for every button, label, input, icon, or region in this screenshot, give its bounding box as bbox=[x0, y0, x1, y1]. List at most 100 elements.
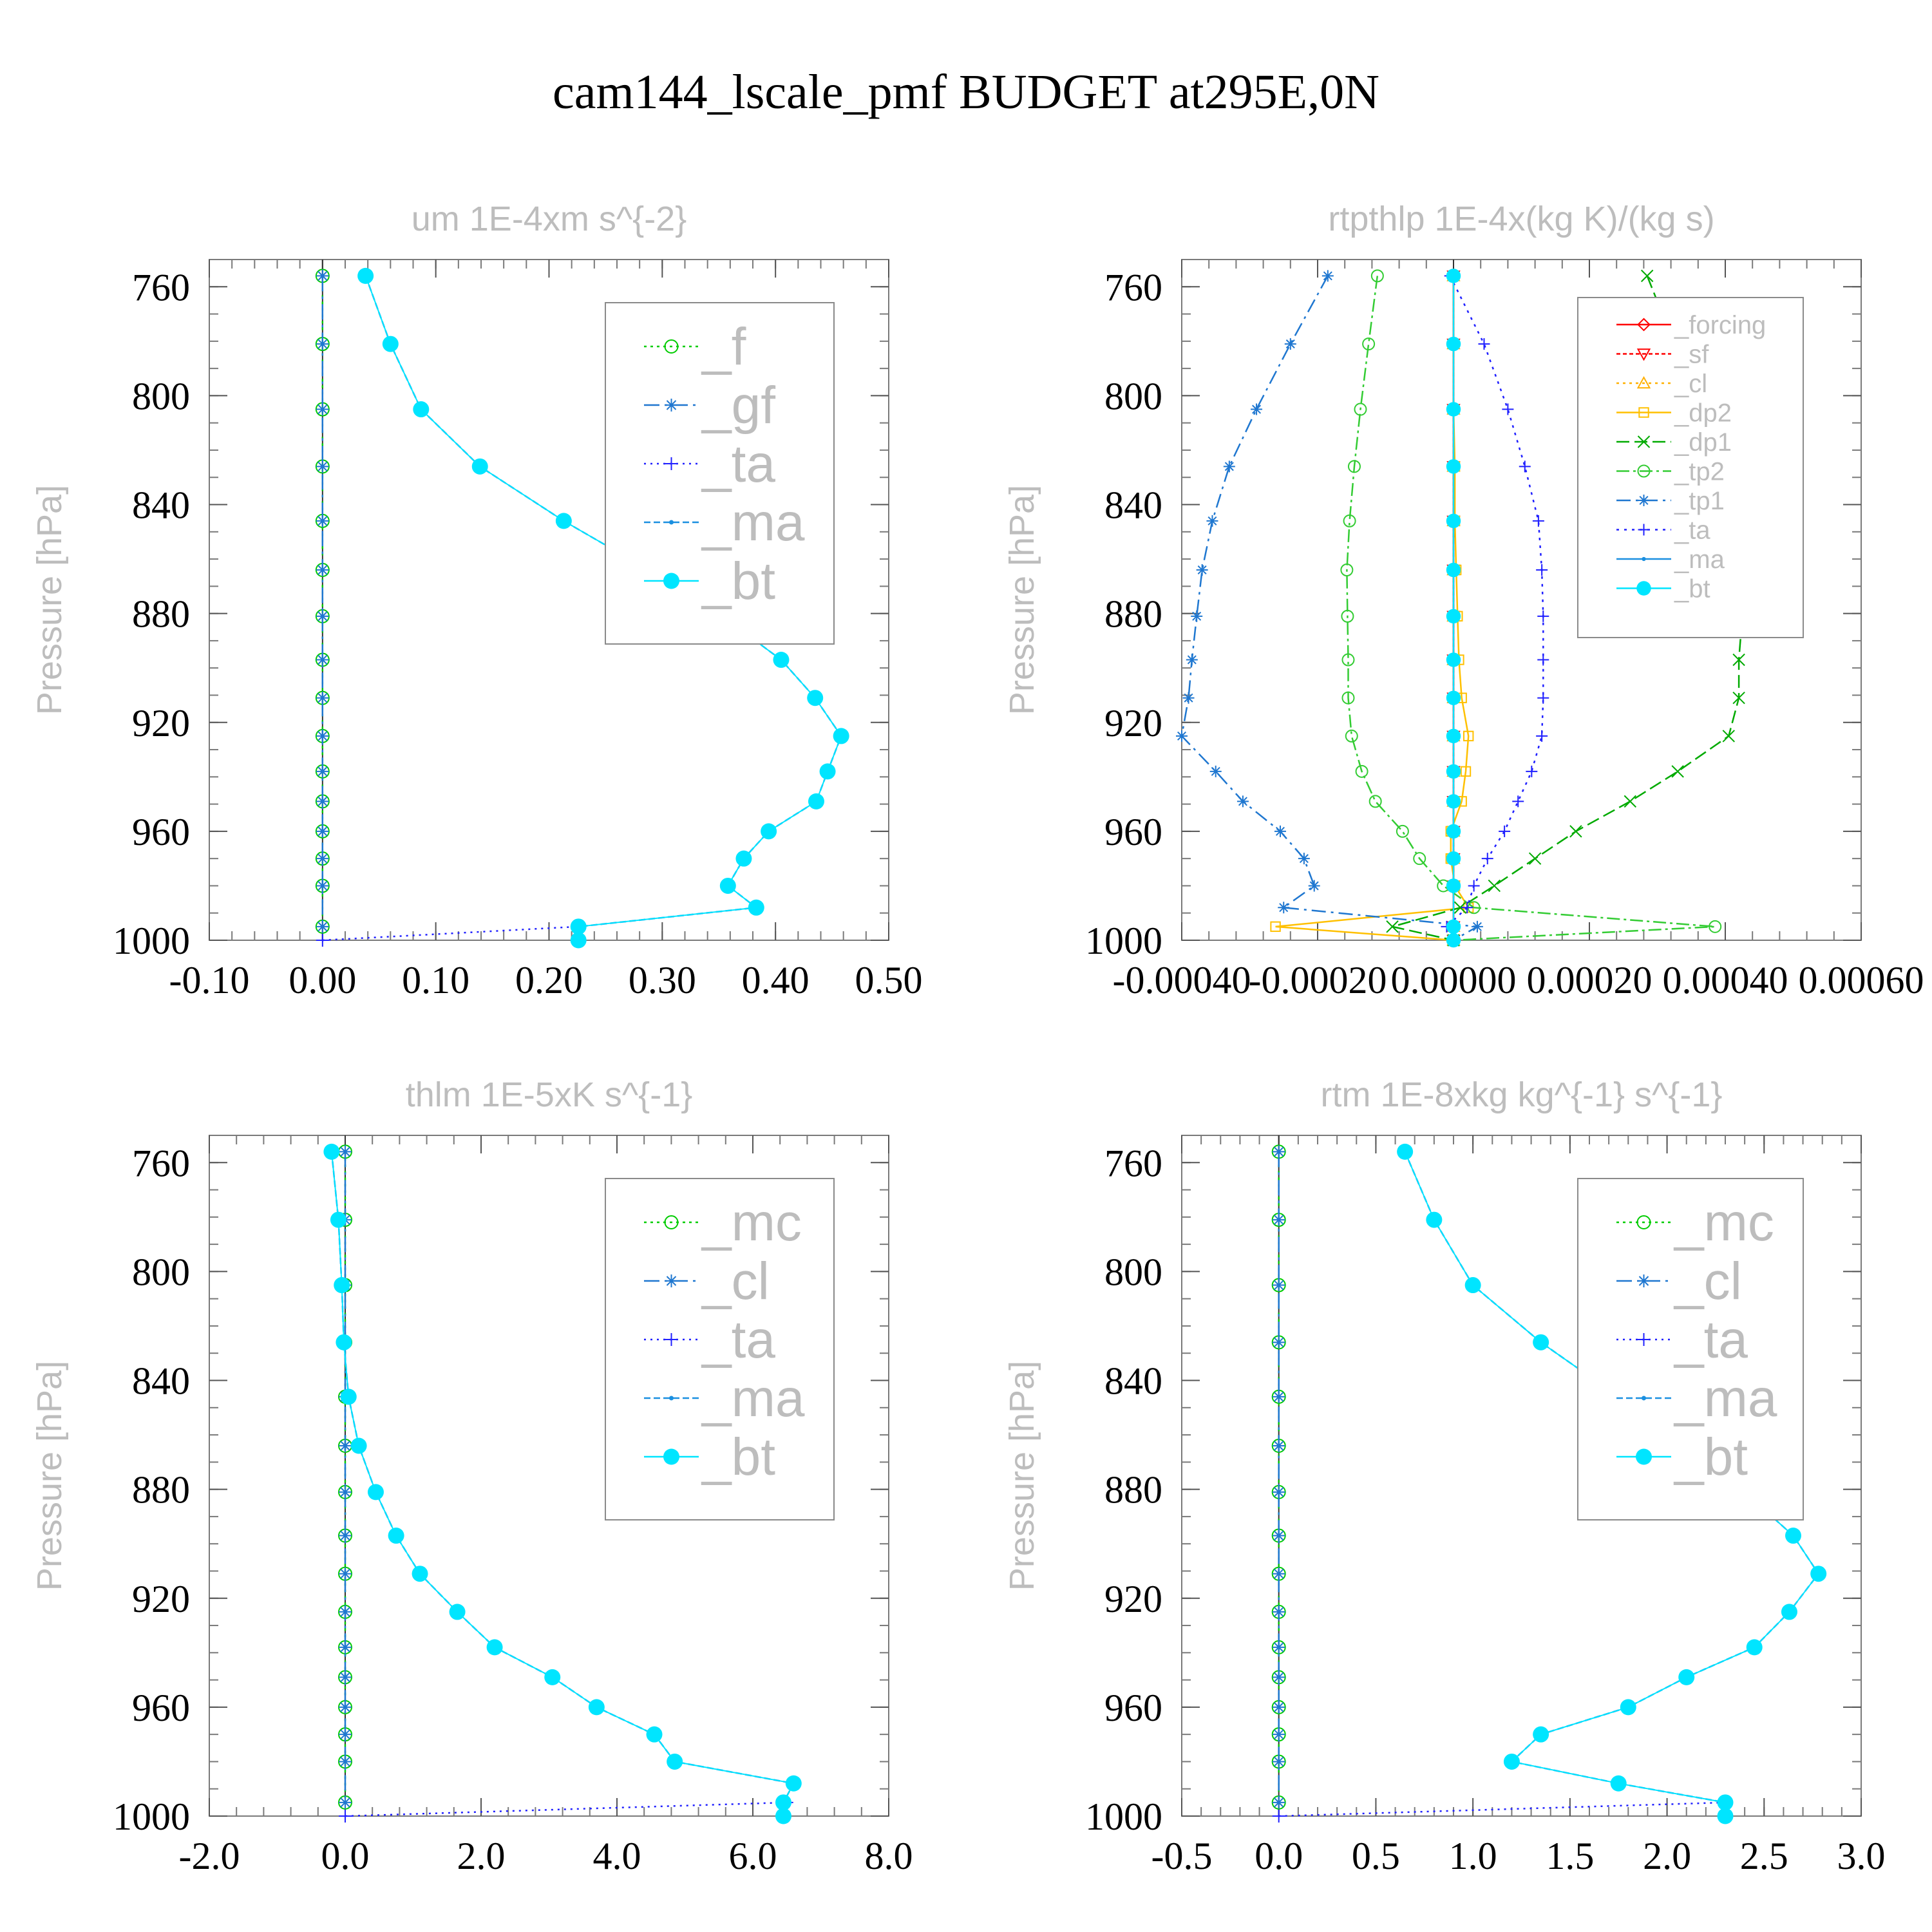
legend-marker bbox=[1637, 1333, 1651, 1346]
series-line bbox=[322, 925, 578, 942]
legend-marker bbox=[1637, 464, 1651, 478]
y-tick-label: 960 bbox=[132, 811, 190, 853]
y-tick-label: 1000 bbox=[113, 1795, 190, 1838]
data-point bbox=[1468, 880, 1480, 892]
legend-item: _cl bbox=[644, 1252, 770, 1311]
y-tick-label: 920 bbox=[132, 1578, 190, 1620]
data-point bbox=[339, 1795, 352, 1809]
data-point bbox=[1499, 825, 1511, 837]
data-point bbox=[819, 763, 836, 780]
data-point bbox=[316, 609, 329, 623]
y-tick-label: 800 bbox=[132, 1251, 190, 1293]
data-point bbox=[316, 563, 329, 576]
legend-item: _f bbox=[644, 317, 746, 376]
legend-label: _bt bbox=[1673, 1428, 1748, 1486]
data-point bbox=[1722, 730, 1735, 743]
legend-marker bbox=[665, 1274, 678, 1287]
data-point bbox=[334, 1277, 350, 1294]
legend-marker bbox=[1642, 1396, 1646, 1401]
x-tick-label: 2.5 bbox=[1740, 1835, 1788, 1877]
data-point bbox=[1536, 730, 1548, 742]
legend-label: _cl bbox=[1673, 1252, 1742, 1311]
legend-label: _ma bbox=[701, 493, 805, 552]
legend-marker bbox=[665, 457, 678, 470]
panel-title: um 1E-4xm s^{-2} bbox=[412, 200, 687, 238]
data-point bbox=[1370, 269, 1384, 283]
data-point bbox=[1446, 690, 1461, 705]
y-tick-label: 840 bbox=[132, 1360, 190, 1403]
y-axis-label: Pressure [hPa] bbox=[1003, 1361, 1041, 1591]
data-point bbox=[1446, 336, 1461, 352]
data-point bbox=[1678, 1669, 1695, 1685]
data-point bbox=[1446, 933, 1461, 948]
data-point bbox=[1537, 610, 1549, 622]
legend-item: _cl bbox=[1616, 370, 1707, 398]
data-point bbox=[1464, 1277, 1481, 1294]
data-point bbox=[1347, 460, 1361, 473]
data-point bbox=[1206, 515, 1218, 527]
data-point bbox=[316, 879, 329, 893]
data-point bbox=[1624, 795, 1637, 808]
data-point bbox=[339, 1529, 352, 1542]
y-tick-label: 880 bbox=[132, 593, 190, 636]
data-point bbox=[1272, 1795, 1285, 1809]
legend-label: _ma bbox=[1674, 545, 1725, 574]
data-point bbox=[1446, 824, 1461, 839]
data-point bbox=[1362, 337, 1376, 351]
data-point bbox=[719, 877, 736, 894]
data-point bbox=[316, 691, 329, 705]
data-point bbox=[1272, 1278, 1285, 1292]
data-point bbox=[339, 1671, 352, 1684]
data-point bbox=[1526, 765, 1538, 777]
data-point bbox=[1640, 269, 1654, 283]
data-point bbox=[773, 652, 790, 668]
x-tick-label: 0.00060 bbox=[1799, 959, 1924, 1001]
data-point bbox=[1446, 851, 1461, 866]
data-point bbox=[1537, 654, 1549, 666]
x-tick-label: 0.00 bbox=[289, 959, 356, 1001]
series-line bbox=[330, 1151, 795, 1816]
data-point bbox=[1355, 764, 1368, 778]
legend-item: _bt bbox=[644, 1428, 775, 1486]
legend: _mc_cl_ta_ma_bt bbox=[605, 1178, 835, 1520]
legend-item: _mc bbox=[1616, 1193, 1774, 1252]
data-point bbox=[316, 514, 329, 527]
data-point bbox=[1785, 1528, 1801, 1544]
data-point bbox=[1272, 1485, 1285, 1499]
data-point bbox=[1274, 825, 1286, 837]
data-point bbox=[316, 934, 329, 947]
legend: _mc_cl_ta_ma_bt bbox=[1577, 1178, 1804, 1520]
legend-item: _ma bbox=[644, 493, 805, 552]
y-tick-label: 880 bbox=[1104, 1469, 1162, 1511]
data-point bbox=[1488, 879, 1501, 893]
data-point bbox=[1746, 1639, 1763, 1656]
data-point bbox=[316, 402, 329, 416]
data-point bbox=[339, 1810, 352, 1823]
y-tick-label: 840 bbox=[1104, 484, 1162, 527]
data-point bbox=[1272, 1755, 1285, 1768]
legend-item: _forcing bbox=[1616, 311, 1766, 339]
data-point bbox=[412, 1566, 428, 1582]
data-point bbox=[1478, 338, 1490, 350]
data-point bbox=[555, 513, 572, 529]
y-tick-label: 880 bbox=[132, 1469, 190, 1511]
data-point bbox=[1272, 1700, 1285, 1714]
data-point bbox=[1397, 1143, 1414, 1160]
x-tick-label: 2.0 bbox=[1643, 1835, 1691, 1877]
data-point bbox=[1251, 403, 1263, 415]
x-tick-label: -0.00040 bbox=[1113, 959, 1251, 1001]
legend-label: _mc bbox=[701, 1193, 802, 1252]
legend-label: _ma bbox=[701, 1369, 805, 1428]
data-point bbox=[357, 267, 374, 284]
data-point bbox=[775, 1794, 791, 1811]
data-point bbox=[1502, 403, 1514, 415]
legend-marker bbox=[1637, 435, 1651, 448]
y-axis-label: Pressure [hPa] bbox=[1003, 485, 1041, 715]
data-point bbox=[1396, 824, 1409, 838]
legend-marker bbox=[1636, 581, 1651, 596]
legend-label: _tp2 bbox=[1674, 458, 1725, 486]
data-point bbox=[1446, 764, 1461, 779]
legend-label: _cl bbox=[701, 1252, 770, 1311]
legend: _f_gf_ta_ma_bt bbox=[605, 302, 835, 645]
